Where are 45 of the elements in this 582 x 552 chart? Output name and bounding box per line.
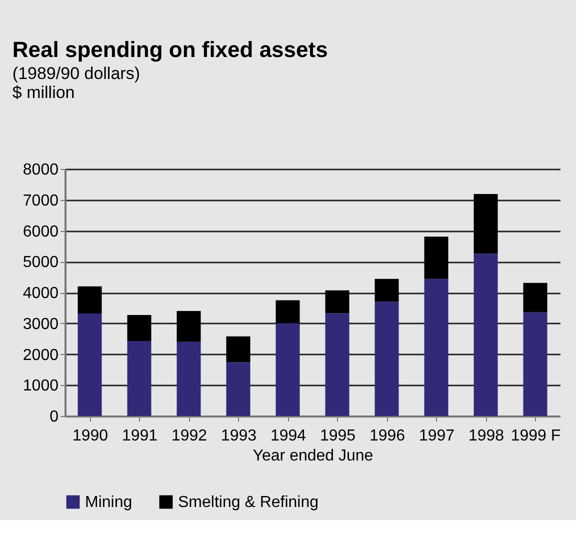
bar — [276, 323, 300, 416]
bar — [78, 286, 102, 314]
bar — [523, 282, 548, 312]
bar — [226, 362, 250, 416]
bar — [474, 194, 498, 254]
bar — [374, 302, 399, 416]
y-tick-label: 3000 — [22, 316, 59, 333]
y-tick-label: 8000 — [22, 162, 59, 178]
y-tick-label: 2000 — [22, 346, 59, 364]
x-tick-label: 1999 F — [510, 428, 561, 444]
chart-subtitle: (1989/90 dollars) — [12, 64, 140, 83]
x-tick-label: 1991 — [122, 428, 158, 444]
x-axis-title: Year ended June — [252, 448, 374, 464]
x-tick-label: 1993 — [220, 428, 257, 444]
y-tick-label: 5000 — [22, 254, 59, 272]
bar — [127, 340, 152, 416]
x-tick-label: 1995 — [320, 428, 356, 444]
bar — [325, 313, 350, 416]
x-tick-label: 1997 — [418, 428, 455, 444]
x-tick-label: 1992 — [171, 428, 208, 444]
chart-title: Real spending on fixed assets — [12, 37, 328, 62]
bar — [424, 278, 448, 416]
bar — [325, 290, 350, 314]
bar — [78, 313, 102, 416]
bar — [474, 254, 498, 416]
y-tick-label: 4000 — [22, 285, 59, 302]
bar — [424, 236, 448, 279]
y-tick-label: 7000 — [22, 192, 59, 210]
bar — [176, 342, 201, 416]
bar — [374, 278, 399, 302]
bar — [226, 336, 250, 362]
bar — [176, 311, 201, 342]
y-tick-label: 6000 — [22, 223, 59, 240]
x-tick-label: 1994 — [270, 428, 306, 444]
y-tick-label: 1000 — [22, 378, 59, 395]
bar — [127, 315, 152, 341]
x-tick-label: 1996 — [369, 428, 406, 444]
y-axis-title: $ million — [12, 83, 75, 102]
legend-label: Mining — [85, 494, 132, 511]
x-tick-label: 1990 — [72, 428, 108, 444]
legend-label: Smelting & Refining — [178, 494, 319, 511]
x-tick-label: 1998 — [468, 428, 504, 444]
bar — [523, 312, 548, 416]
y-tick-label: 0 — [50, 408, 59, 426]
bar — [276, 300, 300, 324]
